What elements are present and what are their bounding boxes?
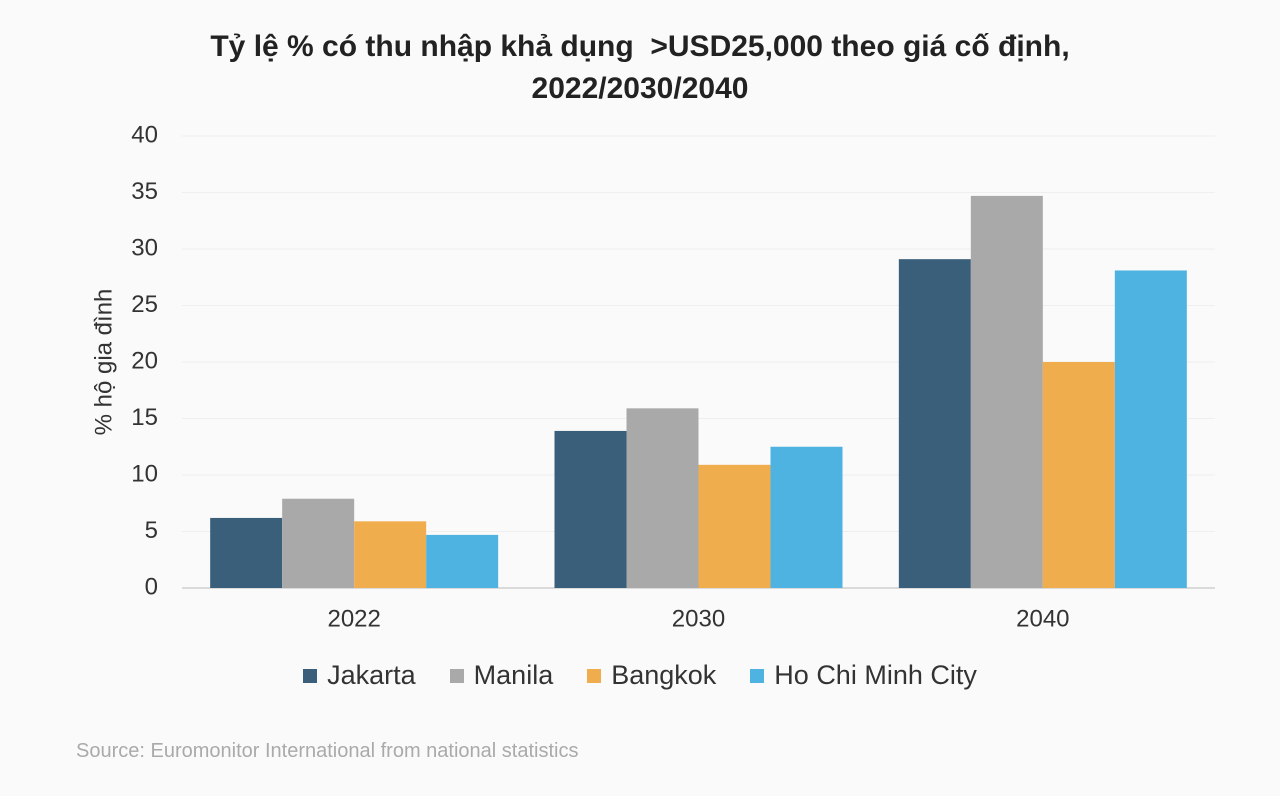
y-tick-label: 0 [145,573,158,600]
legend-item: Ho Chi Minh City [750,660,977,691]
x-tick-label: 2022 [327,605,380,632]
bar [426,534,499,588]
bar [898,259,971,588]
x-tick-label: 2030 [672,605,725,632]
legend-swatch [449,668,464,683]
legend-swatch [587,668,602,683]
y-tick-label: 30 [131,234,158,261]
bar [282,498,355,588]
legend-label: Jakarta [327,660,416,690]
y-axis-label: % hộ gia đình [90,289,117,436]
legend-item: Jakarta [303,660,416,691]
legend-item: Manila [449,660,554,691]
bar [770,446,843,588]
legend-item: Bangkok [587,660,716,691]
bar [210,517,283,588]
y-tick-label: 25 [131,291,158,318]
chart-title: Tỷ lệ % có thu nhập khả dụng >USD25,000 … [210,30,1078,105]
bar [626,408,699,588]
source-note: Source: Euromonitor International from n… [76,740,579,762]
legend: Jakarta Manila Bangkok Ho Chi Minh City [0,660,1280,691]
bar [698,464,771,588]
bar [1114,270,1187,588]
bar [970,195,1043,588]
y-tick-label: 40 [131,121,158,148]
y-tick-label: 10 [131,460,158,487]
legend-swatch [750,668,765,683]
y-tick-label: 35 [131,178,158,205]
legend-label: Bangkok [611,660,717,690]
legend-label: Manila [473,660,554,690]
legend-label: Ho Chi Minh City [774,660,977,690]
y-tick-label: 20 [131,347,158,374]
y-tick-label: 5 [145,517,158,544]
bar [354,521,427,588]
bar [1042,362,1115,588]
y-tick-label: 15 [131,404,158,431]
x-tick-label: 2040 [1016,605,1069,632]
bar [554,430,627,588]
legend-swatch [303,668,318,683]
